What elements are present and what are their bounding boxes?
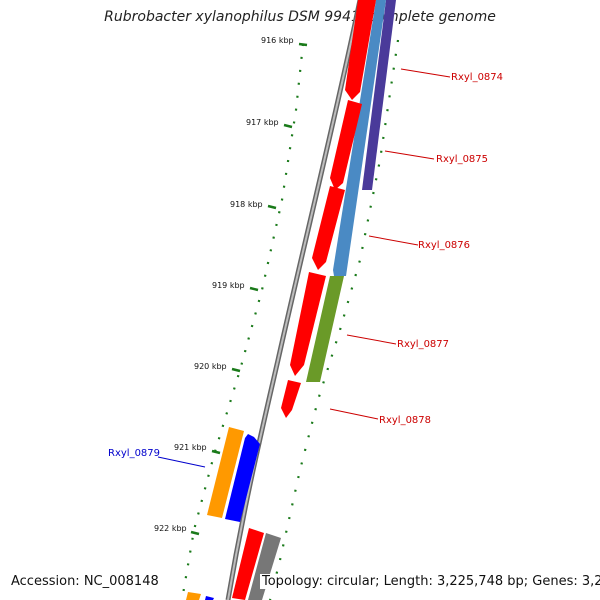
backbone — [225, 0, 363, 600]
tick-label-916: 916 kbp — [261, 36, 294, 45]
cds-blue-feature-2[interactable] — [205, 596, 214, 600]
tick-mark-922 — [190, 530, 200, 536]
gene-labels: Rxyl_0874 Rxyl_0875 Rxyl_0876 Rxyl_0877 … — [108, 68, 503, 468]
inner-cds-track — [232, 0, 376, 600]
tick-label-918: 918 kbp — [230, 200, 263, 209]
gene-label-rxyl-0876[interactable]: Rxyl_0876 — [418, 240, 470, 251]
tick-mark-920 — [231, 367, 241, 373]
cds-orange-feature[interactable] — [207, 427, 244, 518]
tick-label-917: 917 kbp — [246, 118, 279, 127]
tick-mark-917 — [283, 123, 293, 129]
gene-label-rxyl-0874[interactable]: Rxyl_0874 — [451, 72, 503, 83]
topology-text: Topology: circular; Length: 3,225,748 bp… — [260, 574, 600, 589]
cds-red-feature-3[interactable] — [312, 186, 345, 270]
cds-olive-feature[interactable] — [306, 276, 344, 382]
cds-red-feature-2[interactable] — [330, 100, 362, 190]
tick-label-920: 920 kbp — [194, 362, 227, 371]
tick-mark-918 — [267, 204, 277, 210]
cds-orange-feature-2[interactable] — [186, 592, 201, 600]
cds-red-feature-1[interactable] — [345, 0, 376, 100]
cds-purple-feature[interactable] — [362, 0, 396, 190]
tick-mark-919 — [249, 286, 259, 292]
gene-label-rxyl-0875[interactable]: Rxyl_0875 — [436, 154, 488, 165]
tick-label-922: 922 kbp — [154, 524, 187, 533]
tick-mark-921 — [211, 449, 221, 455]
gene-label-rxyl-0877[interactable]: Rxyl_0877 — [397, 339, 449, 350]
map-title: Rubrobacter xylanophilus DSM 9941, compl… — [104, 9, 496, 25]
cds-red-feature-6[interactable] — [232, 528, 264, 600]
gene-label-rxyl-0878[interactable]: Rxyl_0878 — [379, 415, 431, 426]
cds-blue-feature[interactable] — [225, 434, 260, 522]
minus-strand-features — [186, 427, 260, 600]
gene-label-rxyl-0879[interactable]: Rxyl_0879 — [108, 448, 160, 459]
accession-text: Accession: NC_008148 — [9, 574, 161, 589]
tick-mark-916 — [298, 42, 308, 47]
cds-steelblue-feature[interactable] — [333, 0, 386, 276]
tick-label-919: 919 kbp — [212, 281, 245, 290]
cds-red-feature-4[interactable] — [290, 272, 326, 376]
cds-red-feature-5[interactable] — [281, 380, 301, 418]
cds-grey-feature[interactable] — [248, 533, 281, 600]
tick-label-921: 921 kbp — [174, 443, 207, 452]
outer-cds-track — [248, 0, 396, 600]
outer-dotted-ring — [268, 39, 400, 600]
tick-marks: 916 kbp 917 kbp 918 kbp 919 kbp 920 kbp … — [154, 36, 308, 536]
